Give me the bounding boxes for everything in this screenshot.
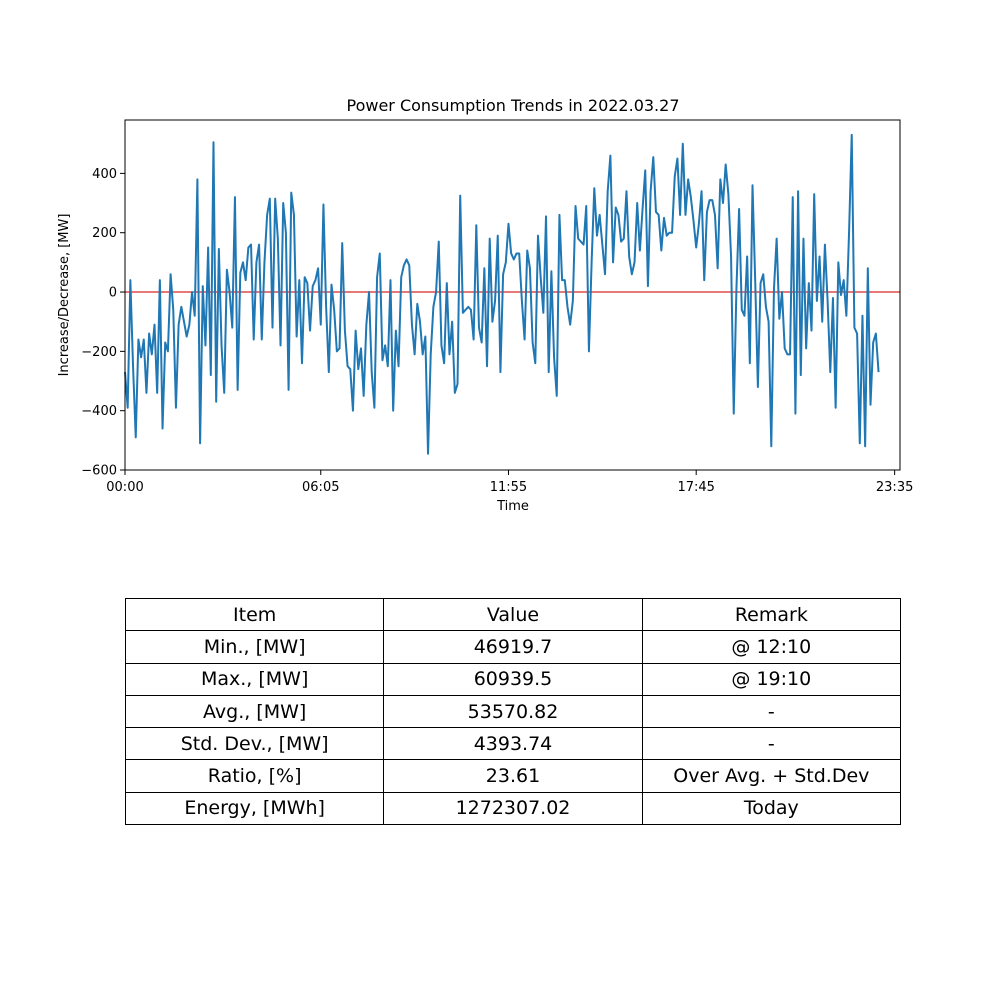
- x-axis: 00:00 06:05 11:55 17:45 23:35: [106, 470, 913, 495]
- x-tick-label: 17:45: [677, 480, 714, 495]
- table-cell: -: [641, 694, 902, 729]
- x-tick-label: 06:05: [302, 480, 339, 495]
- table-row: Std. Dev., [MW] 4393.74 -: [124, 727, 902, 761]
- x-axis-label: Time: [496, 499, 529, 514]
- y-tick-label: −400: [81, 404, 117, 419]
- y-tick-label: 200: [92, 226, 117, 241]
- table-header-cell: Remark: [641, 597, 902, 632]
- table-header-row: Item Value Remark: [124, 597, 902, 632]
- table-cell: Ratio, [%]: [124, 759, 385, 793]
- table-row: Min., [MW] 46919.7 @ 12:10: [124, 630, 902, 664]
- table-cell: Energy, [MWh]: [124, 791, 385, 826]
- table-header-cell: Item: [124, 597, 385, 632]
- plot-frame: [124, 119, 901, 471]
- table-cell: @ 12:10: [641, 630, 902, 664]
- x-tick-label: 11:55: [490, 480, 527, 495]
- table-row: Max., [MW] 60939.5 @ 19:10: [124, 662, 902, 696]
- y-axis-label: Increase/Decrease, [MW]: [57, 214, 72, 377]
- table-cell: Over Avg. + Std.Dev: [641, 759, 902, 793]
- y-tick-label: −600: [81, 464, 117, 479]
- table-cell: 53570.82: [383, 694, 643, 729]
- table-cell: Max., [MW]: [124, 662, 385, 696]
- table-cell: 1272307.02: [383, 791, 643, 826]
- table-cell: 46919.7: [383, 630, 643, 664]
- chart-title: Power Consumption Trends in 2022.03.27: [346, 96, 679, 115]
- table-cell: Min., [MW]: [124, 630, 385, 664]
- table-cell: Today: [641, 791, 902, 826]
- table-row: Energy, [MWh] 1272307.02 Today: [124, 791, 902, 826]
- table-row: Ratio, [%] 23.61 Over Avg. + Std.Dev: [124, 759, 902, 793]
- table-row: Avg., [MW] 53570.82 -: [124, 694, 902, 729]
- y-tick-label: 0: [109, 286, 117, 301]
- table-cell: 4393.74: [383, 727, 643, 761]
- y-tick-label: 400: [92, 167, 117, 182]
- table-cell: Std. Dev., [MW]: [124, 727, 385, 761]
- stats-table: Item Value Remark Min., [MW] 46919.7 @ 1…: [124, 597, 902, 826]
- chart: Power Consumption Trends in 2022.03.27 −…: [57, 96, 913, 514]
- y-tick-label: −200: [81, 345, 117, 360]
- x-tick-label: 00:00: [106, 480, 143, 495]
- x-tick-label: 23:35: [876, 480, 913, 495]
- y-axis: −600 −400 −200 0 200 400: [81, 167, 125, 479]
- table-cell: 60939.5: [383, 662, 643, 696]
- table-cell: @ 19:10: [641, 662, 902, 696]
- series-line: [124, 133, 880, 455]
- table-cell: 23.61: [383, 759, 643, 793]
- table-cell: Avg., [MW]: [124, 694, 385, 729]
- table-header-cell: Value: [383, 597, 643, 632]
- table-cell: -: [641, 727, 902, 761]
